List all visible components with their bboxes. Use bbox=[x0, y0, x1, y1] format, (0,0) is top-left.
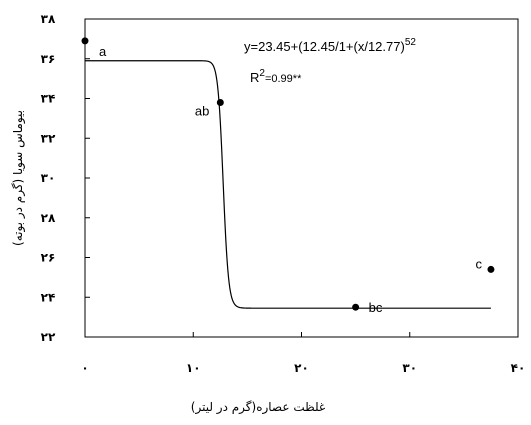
x-axis-ticks: ۰ ۱۰ ۲۰ ۳۰ ۴۰ bbox=[81, 332, 525, 375]
y-axis-ticks: ۲۲ ۲۴ ۲۶ ۲۸ ۳۰ ۳۲ ۳۴ ۳۶ ۳۸ bbox=[41, 12, 90, 344]
y-tick-label: ۲۴ bbox=[41, 290, 56, 304]
x-tick-label: ۴۰ bbox=[511, 361, 526, 375]
y-tick-label: ۳۴ bbox=[41, 92, 56, 106]
x-tick-label: ۲۰ bbox=[294, 361, 309, 375]
x-tick-label: ۳۰ bbox=[402, 361, 417, 375]
y-tick-label: ۳۶ bbox=[41, 52, 56, 66]
data-point bbox=[487, 265, 495, 273]
x-tick-label: ۱۰ bbox=[186, 361, 201, 375]
y-tick-label: ۲۸ bbox=[41, 211, 56, 225]
x-tick-label: ۰ bbox=[81, 361, 88, 375]
point-label: a bbox=[99, 44, 107, 59]
y-axis-label: بیوماس سویا (گرم در بوته) bbox=[11, 110, 26, 246]
y-tick-label: ۲۲ bbox=[41, 330, 56, 344]
point-label: bc bbox=[369, 300, 383, 315]
fit-equation: y=23.45+(12.45/1+(x/12.77)52 bbox=[244, 37, 416, 54]
data-points: a ab bc c bbox=[81, 37, 495, 315]
point-label: c bbox=[475, 256, 482, 271]
data-point bbox=[216, 98, 224, 106]
x-axis-label: غلظت عصاره(گرم در لیتر) bbox=[191, 400, 325, 415]
y-tick-label: ۲۶ bbox=[41, 251, 56, 265]
data-point bbox=[352, 303, 360, 311]
y-tick-label: ۳۲ bbox=[41, 131, 56, 145]
fit-curve bbox=[85, 60, 491, 309]
data-point bbox=[81, 37, 89, 45]
y-tick-label: ۳۸ bbox=[41, 12, 56, 26]
plot-frame bbox=[84, 18, 519, 338]
point-label: ab bbox=[195, 103, 209, 118]
y-tick-label: ۳۰ bbox=[41, 171, 56, 185]
r-squared: R2=0.99** bbox=[250, 68, 302, 85]
